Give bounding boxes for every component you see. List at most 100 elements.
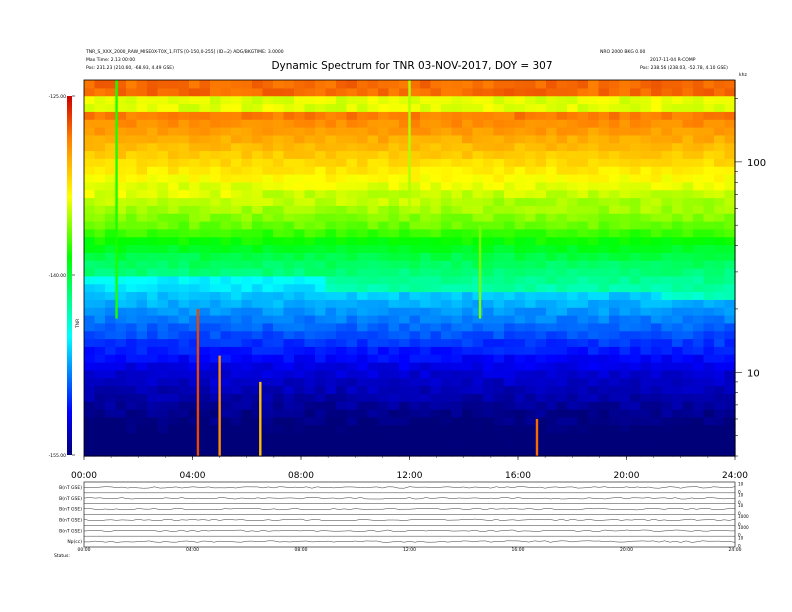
spectrogram-cell bbox=[661, 158, 673, 167]
spectrogram-cell bbox=[567, 252, 579, 261]
spectrogram-cell bbox=[294, 275, 306, 285]
spectrogram-cell bbox=[640, 448, 652, 457]
spectrogram-cell bbox=[703, 103, 715, 112]
spectrogram-cell bbox=[514, 275, 526, 285]
spectrogram-cell bbox=[451, 291, 463, 300]
spectrogram-cell bbox=[105, 346, 117, 355]
spectrogram-cell bbox=[241, 213, 253, 222]
spectrogram-cell bbox=[94, 205, 106, 214]
spectrogram-cell bbox=[598, 244, 610, 253]
spectrogram-cell bbox=[661, 385, 673, 394]
spectrogram-cell bbox=[724, 142, 736, 152]
spectrogram-cell bbox=[672, 158, 684, 167]
spectrogram-cell bbox=[619, 244, 631, 253]
spectrogram-cell bbox=[504, 315, 516, 324]
spectrogram-cell bbox=[283, 134, 295, 144]
spectrogram-cell bbox=[231, 134, 243, 144]
spectrogram-cell bbox=[661, 181, 673, 191]
spectrogram-cell bbox=[640, 87, 652, 97]
spectrogram-cell bbox=[210, 307, 222, 316]
spectrogram-cell bbox=[462, 158, 474, 167]
spectrogram-cell bbox=[619, 236, 631, 246]
spectrogram-cell bbox=[672, 221, 684, 230]
spectrogram-cell bbox=[525, 401, 537, 410]
spectrogram-cell bbox=[483, 330, 495, 340]
lower-panel-trace bbox=[83, 508, 736, 511]
spectrogram-cell bbox=[462, 127, 474, 136]
spectrogram-cell bbox=[420, 142, 432, 152]
spectrogram-cell bbox=[451, 150, 463, 159]
spectrogram-cell bbox=[294, 377, 306, 387]
spectrogram-cell bbox=[577, 260, 589, 269]
spectrogram-cell bbox=[682, 150, 694, 159]
spectrogram-cell bbox=[220, 354, 232, 363]
spectrogram-cell bbox=[661, 283, 673, 293]
spectrogram-cell bbox=[157, 432, 169, 441]
spectrogram-cell bbox=[409, 338, 421, 347]
spectrogram-cell bbox=[304, 181, 316, 191]
spectrogram-cell bbox=[346, 369, 358, 379]
spectrogram-cell bbox=[714, 369, 726, 379]
spectrogram-cell bbox=[682, 330, 694, 340]
spectrogram-cell bbox=[252, 95, 264, 105]
spectrogram-cell bbox=[693, 150, 705, 159]
spectrogram-cell bbox=[724, 354, 736, 363]
spectrogram-cell bbox=[199, 103, 211, 112]
spectrogram-cell bbox=[430, 134, 442, 144]
spectrogram-cell bbox=[493, 416, 505, 426]
spectrogram-cell bbox=[378, 409, 390, 418]
spectrogram-cell bbox=[672, 111, 684, 120]
spectrogram-cell bbox=[84, 205, 96, 214]
spectrogram-cell bbox=[420, 205, 432, 214]
spectrogram-cell bbox=[598, 268, 610, 277]
spectrogram-cell bbox=[357, 299, 369, 308]
spectrogram-cell bbox=[672, 338, 684, 347]
spectrogram-cell bbox=[619, 95, 631, 105]
spectrogram-cell bbox=[693, 228, 705, 238]
spectrogram-cell bbox=[325, 338, 337, 347]
spectrogram-cell bbox=[441, 142, 453, 152]
radio-burst bbox=[408, 80, 411, 209]
spectrogram-cell bbox=[567, 385, 579, 394]
spectrogram-cell bbox=[514, 291, 526, 300]
spectrogram-cell bbox=[304, 174, 316, 183]
spectrogram-cell bbox=[514, 268, 526, 277]
spectrogram-cell bbox=[126, 236, 138, 246]
spectrogram-cell bbox=[126, 127, 138, 136]
spectrogram-cell bbox=[577, 307, 589, 316]
spectrogram-cell bbox=[703, 127, 715, 136]
spectrogram-cell bbox=[546, 330, 558, 340]
spectrogram-cell bbox=[283, 283, 295, 293]
spectrogram-cell bbox=[724, 213, 736, 222]
spectrogram-cell bbox=[556, 424, 568, 434]
spectrogram-cell bbox=[241, 330, 253, 340]
spectrogram-cell bbox=[147, 119, 159, 128]
spectrogram-cell bbox=[588, 330, 600, 340]
spectrogram-cell bbox=[220, 103, 232, 112]
spectrogram-cell bbox=[294, 134, 306, 144]
spectrogram-cell bbox=[483, 416, 495, 426]
spectrogram-cell bbox=[619, 307, 631, 316]
spectrogram-cell bbox=[304, 362, 316, 371]
spectrogram-cell bbox=[336, 354, 348, 363]
spectrogram-cell bbox=[273, 244, 285, 253]
spectrogram-cell bbox=[598, 416, 610, 426]
spectrogram-cell bbox=[661, 87, 673, 97]
spectrogram-cell bbox=[672, 362, 684, 371]
spectrogram-cell bbox=[126, 142, 138, 152]
spectrogram-cell bbox=[462, 134, 474, 144]
spectrogram-cell bbox=[630, 307, 642, 316]
spectrogram-cell bbox=[546, 174, 558, 183]
spectrogram-cell bbox=[682, 362, 694, 371]
spectrogram-cell bbox=[451, 299, 463, 308]
spectrogram-cell bbox=[136, 181, 148, 191]
spectrogram-cell bbox=[441, 401, 453, 410]
spectrogram-cell bbox=[598, 369, 610, 379]
spectrogram-cell bbox=[682, 181, 694, 191]
spectrogram-cell bbox=[94, 244, 106, 253]
spectrogram-cell bbox=[147, 393, 159, 402]
spectrogram-cell bbox=[630, 377, 642, 387]
spectrogram-cell bbox=[294, 236, 306, 246]
spectrogram-cell bbox=[409, 95, 421, 105]
spectrogram-cell bbox=[703, 416, 715, 426]
